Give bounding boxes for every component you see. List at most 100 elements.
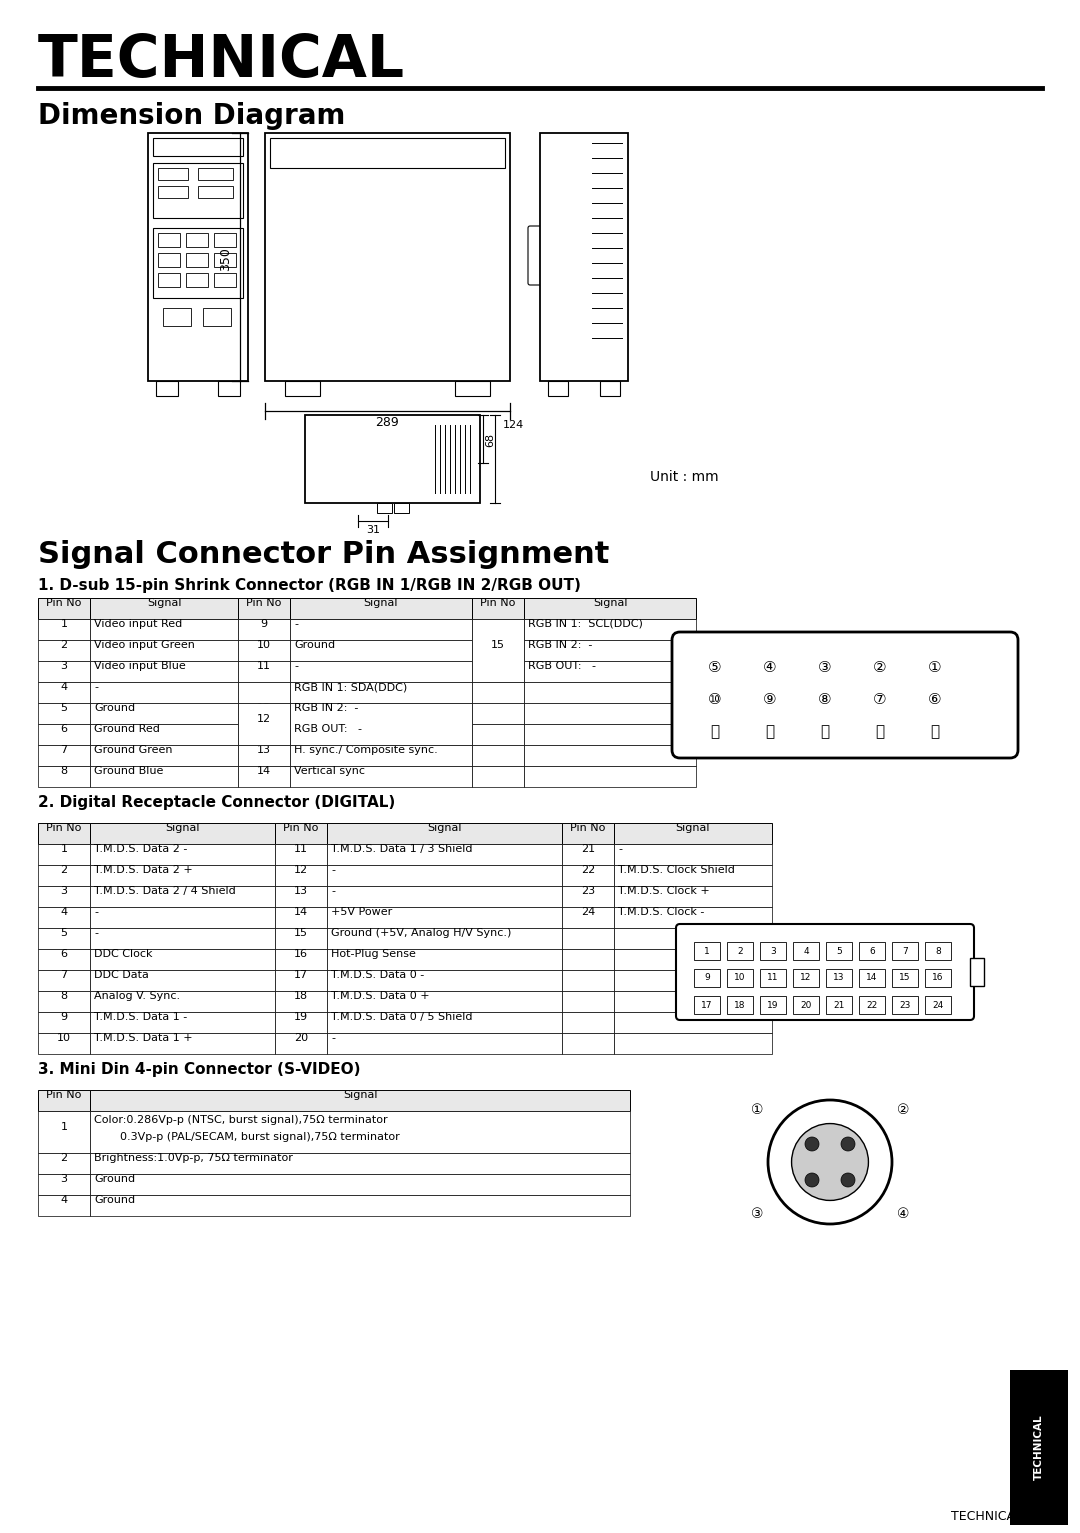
- Text: ⑩: ⑩: [708, 693, 721, 708]
- Bar: [38, 766, 90, 786]
- Text: TECHNICAL: TECHNICAL: [1034, 1413, 1044, 1479]
- Text: -: -: [330, 1033, 335, 1042]
- Bar: [153, 138, 243, 156]
- Text: T.M.D.S. Data 0 -: T.M.D.S. Data 0 -: [330, 970, 424, 980]
- Text: Ground Blue: Ground Blue: [94, 766, 163, 776]
- Bar: [615, 949, 772, 970]
- Text: 7: 7: [60, 970, 68, 980]
- Bar: [275, 990, 327, 1012]
- Text: ②: ②: [874, 661, 887, 676]
- Text: 8: 8: [60, 990, 68, 1001]
- Bar: [760, 996, 786, 1013]
- Text: 4: 4: [60, 682, 68, 691]
- Text: 1: 1: [704, 946, 710, 955]
- Bar: [38, 1012, 90, 1033]
- Bar: [238, 724, 291, 745]
- Text: RGB OUT:   -: RGB OUT: -: [294, 724, 362, 734]
- Bar: [562, 865, 615, 886]
- Bar: [90, 766, 238, 786]
- Bar: [327, 908, 562, 927]
- Bar: [924, 996, 951, 1013]
- Bar: [38, 682, 90, 704]
- Bar: [186, 273, 208, 287]
- Bar: [826, 969, 852, 987]
- Bar: [90, 845, 275, 865]
- Bar: [238, 682, 291, 704]
- Bar: [615, 1012, 772, 1033]
- Bar: [38, 1111, 90, 1153]
- Text: 13: 13: [294, 886, 308, 895]
- Text: 2: 2: [60, 865, 68, 875]
- Bar: [238, 745, 291, 766]
- Text: 5: 5: [60, 927, 67, 938]
- Text: 12: 12: [257, 704, 271, 713]
- Bar: [158, 253, 180, 267]
- Bar: [38, 745, 90, 766]
- Bar: [291, 724, 472, 745]
- Bar: [472, 598, 524, 619]
- Bar: [90, 1111, 630, 1153]
- Text: ①: ①: [751, 1104, 762, 1118]
- Bar: [524, 745, 696, 766]
- Text: 68: 68: [485, 434, 495, 448]
- Bar: [826, 941, 852, 960]
- Text: RGB IN 1:  SCL(DDC): RGB IN 1: SCL(DDC): [528, 619, 643, 629]
- Bar: [793, 941, 819, 960]
- Circle shape: [792, 1124, 868, 1200]
- Bar: [38, 886, 90, 908]
- Text: 17: 17: [294, 970, 308, 980]
- Bar: [394, 503, 409, 514]
- Bar: [524, 619, 696, 639]
- Text: T.M.D.S. Clock +: T.M.D.S. Clock +: [618, 886, 710, 895]
- Bar: [90, 1012, 275, 1033]
- Text: 6: 6: [60, 949, 67, 960]
- Bar: [727, 969, 753, 987]
- Text: 18: 18: [734, 1001, 746, 1010]
- Text: Dimension Diagram: Dimension Diagram: [38, 103, 346, 130]
- Bar: [562, 990, 615, 1012]
- Text: +5V Power: +5V Power: [330, 908, 392, 917]
- Bar: [694, 996, 720, 1013]
- Bar: [524, 766, 696, 786]
- Bar: [524, 704, 696, 724]
- Text: Signal: Signal: [676, 823, 711, 832]
- Bar: [90, 990, 275, 1012]
- Text: 15: 15: [294, 927, 308, 938]
- Text: T.M.D.S. Data 1 +: T.M.D.S. Data 1 +: [94, 1033, 192, 1042]
- Text: Ground: Ground: [94, 1174, 135, 1183]
- Bar: [218, 382, 240, 396]
- Bar: [760, 969, 786, 987]
- Text: 19: 19: [294, 1012, 308, 1023]
- Text: 14: 14: [294, 908, 308, 917]
- Text: T.M.D.S. Data 2 / 4 Shield: T.M.D.S. Data 2 / 4 Shield: [94, 886, 235, 895]
- Text: 3: 3: [60, 661, 67, 671]
- Text: ⑫: ⑫: [876, 725, 885, 739]
- Bar: [238, 619, 291, 639]
- Bar: [327, 927, 562, 949]
- Bar: [90, 1174, 630, 1196]
- Bar: [472, 661, 524, 682]
- Bar: [275, 886, 327, 908]
- Text: ⑭: ⑭: [766, 725, 774, 739]
- Text: Unit : mm: Unit : mm: [650, 471, 718, 484]
- Text: 2. Digital Receptacle Connector (DIGITAL): 2. Digital Receptacle Connector (DIGITAL…: [38, 796, 395, 809]
- Bar: [38, 1196, 90, 1216]
- Text: Signal: Signal: [364, 598, 399, 609]
- Circle shape: [805, 1173, 819, 1187]
- Bar: [472, 724, 524, 745]
- Bar: [238, 598, 291, 619]
- Bar: [275, 1012, 327, 1033]
- Text: 22: 22: [581, 865, 595, 875]
- Bar: [524, 639, 696, 661]
- Bar: [970, 958, 984, 986]
- Bar: [727, 996, 753, 1013]
- Text: Pin No: Pin No: [46, 823, 82, 832]
- Bar: [265, 133, 510, 382]
- Bar: [90, 1033, 275, 1055]
- Text: 23: 23: [900, 1001, 910, 1010]
- Text: RGB IN 2:  -: RGB IN 2: -: [528, 639, 592, 650]
- Bar: [694, 969, 720, 987]
- Bar: [275, 908, 327, 927]
- Text: 124: 124: [503, 420, 524, 429]
- Bar: [90, 1090, 630, 1111]
